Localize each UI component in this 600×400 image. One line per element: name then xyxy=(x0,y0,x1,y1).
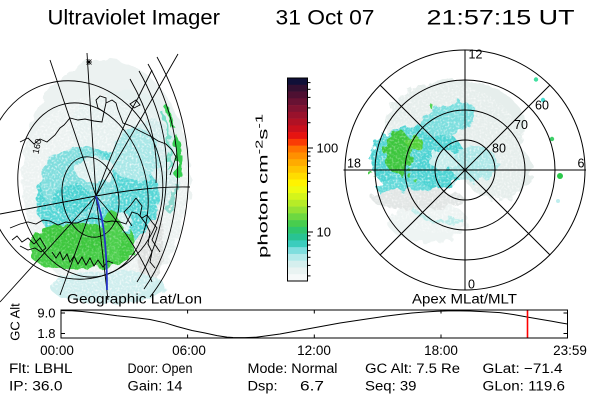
svg-text:10: 10 xyxy=(317,225,331,240)
svg-text:Door: Open: Door: Open xyxy=(128,361,193,376)
svg-text:80: 80 xyxy=(492,142,506,156)
svg-text:Gain: 14: Gain: 14 xyxy=(128,379,184,394)
svg-text:100: 100 xyxy=(317,141,339,156)
svg-text:9.0: 9.0 xyxy=(37,306,55,321)
svg-text:12:00: 12:00 xyxy=(297,343,331,358)
svg-text:60: 60 xyxy=(535,99,549,113)
svg-text:photon cm-2s-1: photon cm-2s-1 xyxy=(255,113,271,258)
svg-text:GLon: 119.6: GLon: 119.6 xyxy=(483,379,566,394)
svg-text:GC Alt: GC Alt xyxy=(8,303,23,341)
svg-text:Ultraviolet Imager: Ultraviolet Imager xyxy=(48,7,221,30)
svg-text:6.7: 6.7 xyxy=(300,379,324,394)
svg-text:GLat: −71.4: GLat: −71.4 xyxy=(483,361,564,376)
svg-text:160: 160 xyxy=(31,138,44,155)
svg-text:Dsp:: Dsp: xyxy=(248,379,278,394)
svg-text:12: 12 xyxy=(469,48,483,62)
svg-text:0: 0 xyxy=(468,278,475,292)
svg-text:Mode: Normal: Mode: Normal xyxy=(248,361,338,376)
svg-text:18: 18 xyxy=(347,157,361,171)
svg-text:Apex MLat/MLT: Apex MLat/MLT xyxy=(412,292,517,307)
svg-text:Geographic Lat/Lon: Geographic Lat/Lon xyxy=(67,292,202,307)
svg-text:Flt: LBHL: Flt: LBHL xyxy=(9,361,73,376)
svg-text:31 Oct 07: 31 Oct 07 xyxy=(276,7,375,30)
svg-text:IP: 36.0: IP: 36.0 xyxy=(9,379,63,394)
svg-text:18:00: 18:00 xyxy=(424,343,458,358)
svg-text:23:59: 23:59 xyxy=(553,343,587,358)
svg-text:GC Alt: 7.5 Re: GC Alt: 7.5 Re xyxy=(365,361,460,376)
svg-text:06:00: 06:00 xyxy=(172,343,206,358)
svg-text:6: 6 xyxy=(578,157,585,171)
svg-text:1.8: 1.8 xyxy=(37,326,55,341)
svg-text:21:57:15 UT: 21:57:15 UT xyxy=(427,7,575,30)
svg-text:Seq: 39: Seq: 39 xyxy=(365,379,417,394)
svg-text:00:00: 00:00 xyxy=(40,343,74,358)
svg-text:70: 70 xyxy=(514,118,528,132)
